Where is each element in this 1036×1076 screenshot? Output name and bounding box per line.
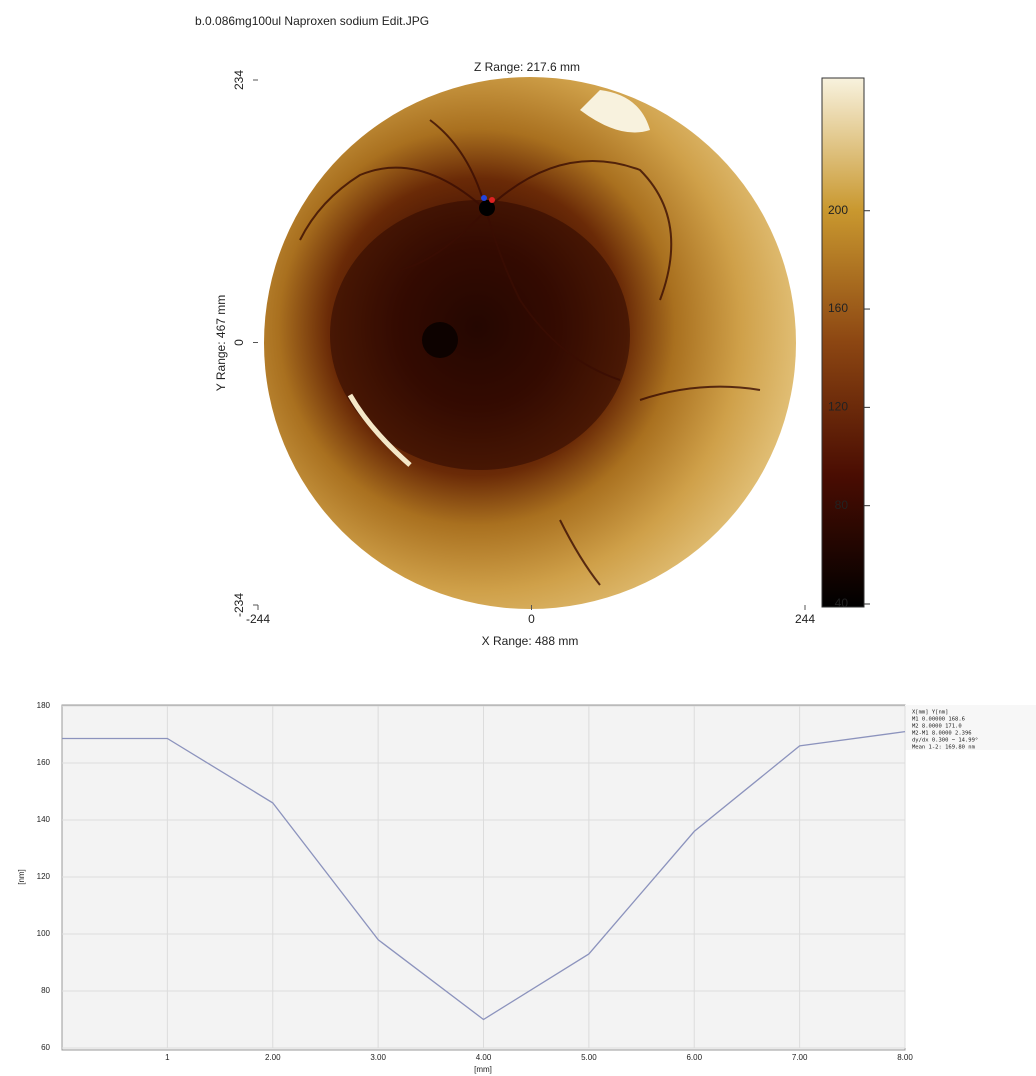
- x-tick-label: 6.00: [686, 1053, 702, 1062]
- x-tick-label: 3.00: [370, 1053, 386, 1062]
- y-axis-label: Y Range: 467 mm: [214, 295, 228, 392]
- measurement-text: M2 8.0000 171.0: [912, 724, 962, 730]
- y-tick-label: 80: [41, 986, 50, 995]
- x-tick-label: 4.00: [476, 1053, 492, 1062]
- x-tick-label: -244: [246, 612, 270, 626]
- colorbar-tick-label: 120: [828, 400, 848, 414]
- colorbar: [821, 77, 865, 608]
- measurement-text: M1 0.00000 168.6: [912, 717, 965, 723]
- colorbar-tick-label: 200: [828, 203, 848, 217]
- x-axis-label: [mm]: [474, 1065, 492, 1074]
- retina-image: [264, 77, 796, 609]
- measurement-text: X[mm] Y[nm]: [912, 710, 948, 716]
- colorbar-tick-label: 40: [835, 596, 849, 610]
- y-tick-label: 140: [37, 815, 51, 824]
- y-tick-label: 0: [232, 339, 246, 346]
- x-tick-label: 8.00: [897, 1053, 913, 1062]
- z-range-label: Z Range: 217.6 mm: [474, 60, 580, 74]
- measurement-text: M2-M1 8.0000 2.396: [912, 731, 972, 737]
- data-line: [62, 731, 906, 1021]
- x-tick-label: 2.00: [265, 1053, 281, 1062]
- x-axis-label: X Range: 488 mm: [482, 634, 579, 648]
- y-tick-label: 60: [41, 1043, 50, 1052]
- y-tick-label: 234: [232, 70, 246, 90]
- x-tick-label: 5.00: [581, 1053, 597, 1062]
- y-tick-label: 100: [37, 929, 51, 938]
- y-tick-label: 180: [37, 701, 51, 710]
- x-tick-label: 1: [165, 1053, 170, 1062]
- file-title: b.0.086mg100ul Naproxen sodium Edit.JPG: [195, 14, 429, 28]
- y-tick-label: -234: [232, 593, 246, 617]
- x-tick-label: 244: [795, 612, 815, 626]
- colorbar-tick-label: 80: [835, 498, 849, 512]
- y-tick-label: 160: [37, 758, 51, 767]
- x-tick-label: 7.00: [792, 1053, 808, 1062]
- x-tick-label: 0: [528, 612, 535, 626]
- y-axis-label: [nm]: [17, 869, 26, 885]
- y-tick-label: 120: [37, 872, 51, 881]
- measurement-panel: [905, 705, 1036, 750]
- measurement-text: dy/dx 0.300 ~ 14.99°: [912, 738, 978, 744]
- colorbar-tick-label: 160: [828, 301, 848, 315]
- measurement-text: Mean 1-2: 169.80 nm: [912, 745, 976, 751]
